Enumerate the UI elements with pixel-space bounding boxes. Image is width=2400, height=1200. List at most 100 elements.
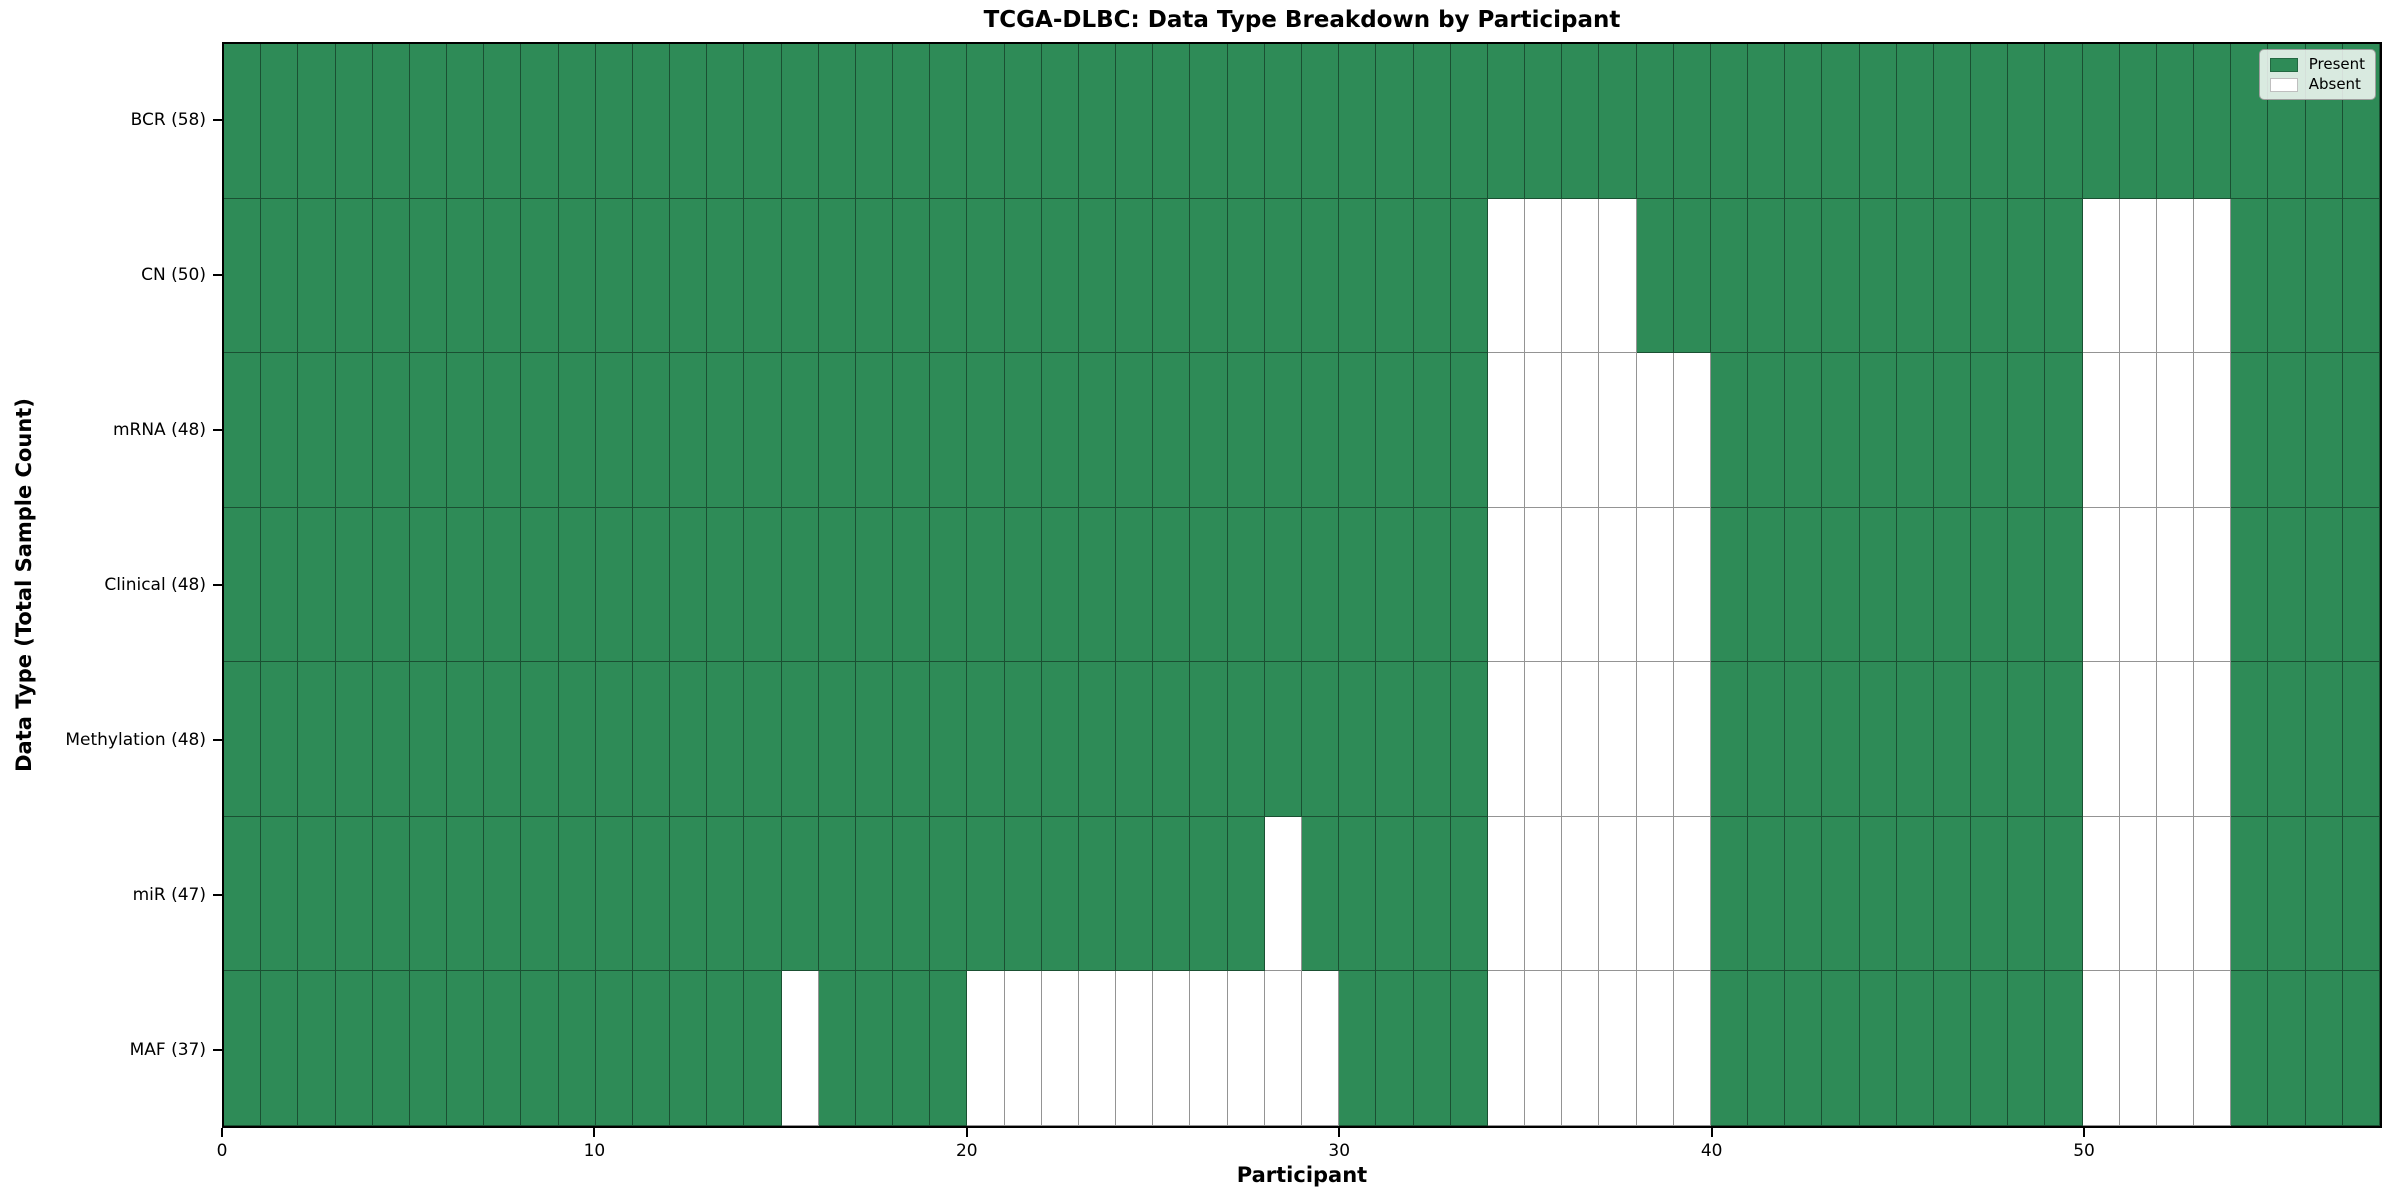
- heatmap-cell-Methylation-5: [409, 662, 448, 817]
- heatmap-cell-BCR-37: [1599, 44, 1637, 199]
- heatmap-cell-mRNA-11: [632, 353, 671, 508]
- heatmap-cell-CN-50: [2082, 198, 2120, 354]
- heatmap-cell-BCR-53: [2194, 44, 2232, 199]
- heatmap-cell-Clinical-38: [1636, 507, 1674, 663]
- heatmap-cell-BCR-41: [1748, 44, 1786, 199]
- heatmap-cell-mRNA-1: [261, 353, 299, 508]
- heatmap-cell-MAF-24: [1116, 971, 1154, 1126]
- heatmap-cell-mRNA-10: [595, 353, 633, 508]
- heatmap-cell-miR-46: [1933, 816, 1972, 972]
- heatmap-cell-BCR-24: [1116, 44, 1154, 199]
- heatmap-cell-Methylation-20: [967, 662, 1005, 817]
- heatmap-cell-miR-37: [1599, 816, 1637, 972]
- heatmap-cell-Clinical-7: [484, 507, 522, 663]
- y-tick-mark-MAF: [213, 1049, 222, 1052]
- heatmap-cell-Clinical-25: [1153, 507, 1191, 663]
- heatmap-cell-Methylation-10: [595, 662, 633, 817]
- heatmap-cell-MAF-43: [1822, 971, 1860, 1126]
- heatmap-cell-CN-56: [2305, 198, 2343, 354]
- heatmap-cell-CN-28: [1264, 198, 1302, 354]
- heatmap-cell-miR-12: [670, 816, 708, 972]
- heatmap-cell-Methylation-24: [1116, 662, 1154, 817]
- heatmap-cell-mRNA-39: [1673, 353, 1711, 508]
- heatmap-cell-MAF-6: [447, 971, 485, 1126]
- heatmap-cell-mRNA-20: [967, 353, 1005, 508]
- heatmap-cell-Methylation-42: [1785, 662, 1823, 817]
- heatmap-cell-MAF-18: [893, 971, 931, 1126]
- heatmap-cell-miR-7: [484, 816, 522, 972]
- heatmap-cell-Clinical-8: [521, 507, 559, 663]
- heatmap-cell-mRNA-37: [1599, 353, 1637, 508]
- heatmap-cell-MAF-21: [1004, 971, 1042, 1126]
- x-tick-label-0: 0: [216, 1141, 228, 1161]
- heatmap-cell-CN-23: [1078, 198, 1117, 354]
- x-tick-label-50: 50: [2073, 1141, 2095, 1161]
- heatmap-cell-mRNA-23: [1078, 353, 1117, 508]
- heatmap-cell-MAF-48: [2008, 971, 2046, 1126]
- heatmap-cell-MAF-30: [1339, 971, 1377, 1126]
- heatmap-cell-miR-45: [1896, 816, 1934, 972]
- heatmap-cell-Methylation-26: [1190, 662, 1228, 817]
- heatmap-cell-miR-14: [744, 816, 782, 972]
- heatmap-cell-BCR-13: [707, 44, 745, 199]
- heatmap-cell-miR-30: [1339, 816, 1377, 972]
- heatmap-cell-CN-35: [1525, 198, 1563, 354]
- heatmap-cell-Clinical-54: [2231, 507, 2269, 663]
- heatmap-cell-MAF-26: [1190, 971, 1228, 1126]
- heatmap-cell-MAF-8: [521, 971, 559, 1126]
- heatmap-cell-Clinical-15: [781, 507, 819, 663]
- heatmap-cell-BCR-30: [1339, 44, 1377, 199]
- heatmap-cell-mRNA-22: [1041, 353, 1079, 508]
- heatmap-cell-BCR-16: [818, 44, 856, 199]
- x-tick-mark-50: [2083, 1128, 2086, 1137]
- heatmap-cell-MAF-20: [967, 971, 1005, 1126]
- y-tick-label-BCR: BCR (58): [130, 109, 206, 130]
- heatmap-cell-BCR-3: [335, 44, 373, 199]
- heatmap-cell-MAF-34: [1487, 971, 1526, 1126]
- y-tick-mark-miR: [213, 894, 222, 897]
- heatmap-cell-MAF-47: [1971, 971, 2009, 1126]
- heatmap-cell-BCR-49: [2045, 44, 2083, 199]
- heatmap-cell-mRNA-54: [2231, 353, 2269, 508]
- heatmap-cell-CN-29: [1301, 198, 1340, 354]
- x-tick-label-10: 10: [583, 1141, 606, 1161]
- heatmap-cell-Clinical-3: [335, 507, 373, 663]
- heatmap-cell-BCR-44: [1859, 44, 1897, 199]
- heatmap-cell-Methylation-0: [224, 662, 262, 817]
- heatmap-cell-miR-56: [2305, 816, 2343, 972]
- heatmap-cell-Methylation-31: [1376, 662, 1414, 817]
- heatmap-cell-CN-19: [930, 198, 968, 354]
- heatmap-cell-BCR-17: [855, 44, 894, 199]
- y-tick-mark-Clinical: [213, 584, 222, 586]
- heatmap-cell-miR-11: [632, 816, 671, 972]
- heatmap-cell-Clinical-2: [298, 507, 336, 663]
- heatmap-cell-mRNA-14: [744, 353, 782, 508]
- heatmap-cell-CN-5: [409, 198, 448, 354]
- heatmap-cell-miR-55: [2268, 816, 2306, 972]
- y-tick-mark-mRNA: [213, 428, 222, 431]
- heatmap-cell-Clinical-0: [224, 507, 262, 663]
- heatmap-cell-miR-2: [298, 816, 336, 972]
- heatmap-cell-MAF-0: [224, 971, 262, 1126]
- heatmap-cell-MAF-28: [1264, 971, 1302, 1126]
- heatmap-cell-BCR-26: [1190, 44, 1228, 199]
- x-tick-mark-0: [221, 1128, 223, 1137]
- x-tick-label-30: 30: [1328, 1141, 1351, 1161]
- heatmap-cell-CN-27: [1227, 198, 1265, 354]
- y-tick-label-Methylation: Methylation (48): [65, 730, 206, 751]
- heatmap-cell-miR-41: [1748, 816, 1786, 972]
- heatmap-grid: [224, 44, 2380, 1126]
- heatmap-cell-mRNA-8: [521, 353, 559, 508]
- heatmap-cell-Methylation-52: [2156, 662, 2195, 817]
- heatmap-cell-Clinical-30: [1339, 507, 1377, 663]
- heatmap-cell-Clinical-21: [1004, 507, 1042, 663]
- heatmap-cell-mRNA-25: [1153, 353, 1191, 508]
- heatmap-cell-Clinical-56: [2305, 507, 2343, 663]
- heatmap-cell-mRNA-42: [1785, 353, 1823, 508]
- heatmap-cell-Methylation-15: [781, 662, 819, 817]
- heatmap-cell-mRNA-55: [2268, 353, 2306, 508]
- heatmap-cell-Clinical-26: [1190, 507, 1228, 663]
- heatmap-cell-Clinical-6: [447, 507, 485, 663]
- heatmap-cell-CN-6: [447, 198, 485, 354]
- heatmap-cell-BCR-9: [558, 44, 596, 199]
